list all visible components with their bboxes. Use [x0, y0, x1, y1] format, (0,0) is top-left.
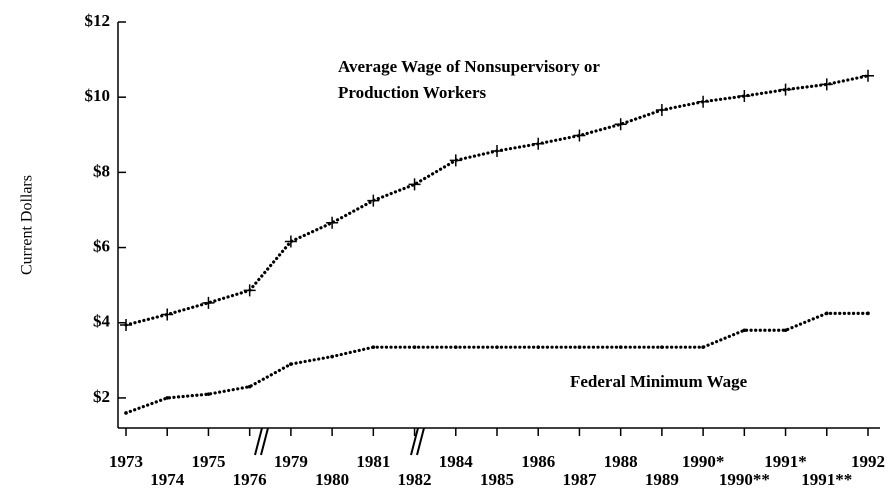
x-tick-label: 1975 — [191, 452, 225, 471]
point-marker — [449, 154, 462, 167]
y-tick-label: $4 — [93, 312, 111, 331]
series-line — [124, 311, 870, 415]
point-marker — [738, 90, 751, 103]
point-marker — [371, 345, 376, 349]
point-marker — [206, 392, 211, 396]
point-marker — [779, 83, 792, 96]
x-tick-label: 1979 — [274, 452, 308, 471]
x-tick-label: 1987 — [562, 470, 597, 489]
point-marker — [573, 129, 586, 142]
y-tick-label: $2 — [93, 387, 110, 406]
x-tick-label: 1986 — [521, 452, 555, 471]
point-marker — [289, 362, 293, 366]
point-marker — [284, 235, 297, 248]
point-marker — [408, 178, 421, 191]
annotation: Federal Minimum Wage — [570, 372, 748, 391]
series-line — [124, 74, 870, 327]
x-tick-label: 1973 — [109, 452, 143, 471]
point-marker — [577, 345, 582, 349]
y-tick-label: $8 — [93, 161, 110, 180]
point-marker — [495, 345, 499, 349]
point-marker — [124, 411, 128, 415]
x-tick-label: 1989 — [645, 470, 679, 489]
point-marker — [202, 296, 215, 309]
point-marker — [862, 69, 874, 82]
y-axis-label: Current Dollars — [19, 175, 36, 275]
x-tick-label: 1985 — [480, 470, 514, 489]
point-marker — [120, 318, 132, 331]
x-tick-label: 1992 — [851, 452, 885, 471]
y-tick-label: $12 — [85, 11, 111, 30]
x-tick-label: 1984 — [439, 452, 474, 471]
point-marker — [660, 345, 664, 349]
point-marker — [243, 284, 256, 297]
x-tick-label: 1980 — [315, 470, 349, 489]
point-marker — [866, 311, 870, 316]
point-marker — [367, 194, 380, 207]
point-marker — [697, 95, 710, 108]
point-marker — [532, 137, 545, 150]
x-tick-label: 1991** — [801, 470, 852, 489]
axis-break — [254, 427, 425, 456]
point-marker — [618, 345, 623, 349]
point-marker — [453, 345, 458, 349]
annotation: Production Workers — [338, 83, 487, 102]
point-marker — [614, 118, 627, 131]
point-marker — [536, 345, 541, 349]
point-marker — [161, 308, 174, 321]
y-tick-label: $6 — [93, 236, 110, 255]
x-tick-label: 1982 — [398, 470, 432, 489]
x-tick-label: 1974 — [150, 470, 185, 489]
point-marker — [412, 345, 417, 349]
x-tick-label: 1990* — [682, 452, 725, 471]
point-marker — [820, 78, 833, 91]
point-marker — [330, 354, 334, 359]
x-tick-label: 1991* — [764, 452, 807, 471]
annotation: Average Wage of Nonsupervisory or — [338, 57, 600, 76]
x-tick-label: 1976 — [233, 470, 267, 489]
point-marker — [491, 144, 503, 157]
x-tick-label: 1988 — [604, 452, 638, 471]
x-tick-label: 1990** — [719, 470, 770, 489]
point-marker — [655, 103, 668, 116]
point-marker — [247, 384, 252, 389]
point-marker — [824, 311, 829, 316]
point-marker — [701, 345, 705, 349]
point-marker — [783, 328, 788, 333]
point-marker — [742, 328, 747, 333]
point-marker — [326, 216, 339, 229]
x-tick-label: 1981 — [356, 452, 390, 471]
y-tick-label: $10 — [85, 86, 111, 105]
point-marker — [165, 396, 170, 400]
